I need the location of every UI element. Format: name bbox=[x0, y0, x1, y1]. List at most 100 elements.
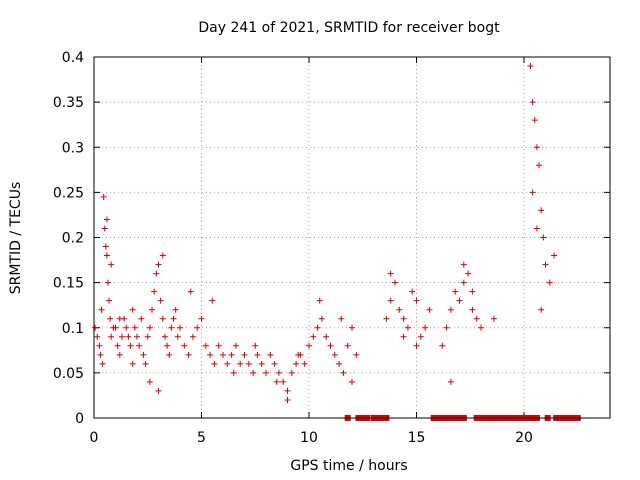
data-point bbox=[340, 369, 347, 376]
data-point bbox=[185, 351, 192, 358]
data-point bbox=[245, 360, 252, 367]
data-point bbox=[138, 315, 145, 322]
data-point bbox=[144, 333, 151, 340]
data-point bbox=[538, 207, 545, 214]
data-point bbox=[263, 369, 269, 376]
data-point bbox=[336, 360, 343, 367]
data-point bbox=[207, 351, 214, 358]
data-point bbox=[129, 306, 136, 313]
data-point bbox=[114, 342, 121, 349]
data-point bbox=[456, 297, 463, 304]
data-point bbox=[280, 378, 287, 385]
data-point bbox=[166, 351, 173, 358]
data-point bbox=[168, 324, 175, 331]
y-tick-label: 0.15 bbox=[53, 276, 84, 292]
data-point bbox=[353, 351, 360, 358]
axis-ticks: 0 0.05 0.1 0.15 0.2 0.25 0.3 0.35 0.4 0 5 10 15 20 bbox=[53, 50, 610, 446]
data-point bbox=[422, 324, 429, 331]
data-point bbox=[439, 342, 446, 349]
data-point bbox=[478, 324, 484, 331]
y-tick-label: 0.2 bbox=[62, 231, 84, 247]
data-point bbox=[125, 333, 132, 340]
data-point bbox=[258, 360, 265, 367]
x-tick-label: 10 bbox=[300, 430, 318, 446]
data-point bbox=[392, 279, 398, 286]
data-point bbox=[220, 351, 226, 358]
data-point bbox=[99, 360, 106, 367]
data-point bbox=[417, 333, 424, 340]
data-point bbox=[409, 288, 416, 295]
data-point bbox=[131, 324, 138, 331]
data-point bbox=[288, 369, 295, 376]
data-point bbox=[323, 333, 330, 340]
y-axis-label: SRMTID / TECUs bbox=[8, 182, 24, 295]
chart-title: Day 241 of 2021, SRMTID for receiver bog… bbox=[198, 20, 500, 36]
data-point bbox=[161, 333, 168, 340]
data-point bbox=[252, 342, 259, 349]
data-point bbox=[97, 351, 104, 358]
data-point bbox=[159, 252, 166, 259]
y-tick-label: 0.05 bbox=[53, 366, 84, 382]
data-point bbox=[490, 315, 497, 322]
y-tick-label: 0.3 bbox=[62, 140, 84, 156]
data-point bbox=[123, 324, 130, 331]
data-point bbox=[338, 315, 345, 322]
data-point bbox=[413, 342, 420, 349]
data-point bbox=[400, 333, 407, 340]
data-point bbox=[284, 396, 291, 403]
data-point bbox=[146, 324, 153, 331]
data-point bbox=[149, 306, 156, 313]
data-point bbox=[452, 288, 459, 295]
data-point bbox=[92, 324, 99, 331]
data-point bbox=[107, 315, 114, 322]
data-markers bbox=[92, 63, 581, 421]
data-point bbox=[101, 225, 108, 232]
data-point bbox=[469, 288, 476, 295]
data-point bbox=[142, 360, 149, 367]
data-point bbox=[536, 162, 543, 169]
data-point bbox=[189, 333, 196, 340]
x-tick-label: 0 bbox=[90, 430, 99, 446]
data-point bbox=[387, 297, 394, 304]
data-point bbox=[134, 333, 140, 340]
data-point bbox=[177, 324, 183, 331]
data-point bbox=[443, 324, 450, 331]
data-point bbox=[136, 342, 143, 349]
data-point bbox=[469, 306, 476, 313]
data-point bbox=[447, 306, 454, 313]
x-tick-label: 20 bbox=[515, 430, 533, 446]
data-point bbox=[96, 342, 103, 349]
data-point bbox=[344, 342, 351, 349]
data-point bbox=[426, 306, 433, 313]
x-axis-label: GPS time / hours bbox=[290, 458, 407, 474]
data-point bbox=[237, 360, 244, 367]
data-point bbox=[181, 342, 188, 349]
data-point bbox=[540, 234, 547, 241]
data-point bbox=[146, 378, 153, 385]
y-tick-label: 0.25 bbox=[53, 185, 84, 201]
data-point bbox=[400, 315, 407, 322]
data-point bbox=[349, 378, 355, 385]
data-point bbox=[273, 378, 280, 385]
data-point bbox=[271, 360, 278, 367]
data-point bbox=[230, 369, 237, 376]
data-point bbox=[98, 306, 105, 313]
data-point bbox=[228, 351, 235, 358]
data-point bbox=[460, 279, 467, 286]
data-point bbox=[108, 261, 115, 268]
data-point bbox=[460, 261, 467, 268]
data-point bbox=[331, 351, 338, 358]
data-point bbox=[533, 144, 540, 151]
data-point bbox=[172, 306, 179, 313]
data-point bbox=[118, 333, 125, 340]
data-point bbox=[140, 351, 147, 358]
y-tick-label: 0.35 bbox=[53, 95, 84, 111]
data-point bbox=[112, 324, 119, 331]
data-point bbox=[103, 252, 110, 259]
data-point bbox=[396, 306, 403, 313]
data-point bbox=[310, 333, 317, 340]
y-tick-label: 0.4 bbox=[62, 50, 84, 66]
data-point bbox=[153, 270, 160, 277]
data-point bbox=[284, 387, 291, 394]
